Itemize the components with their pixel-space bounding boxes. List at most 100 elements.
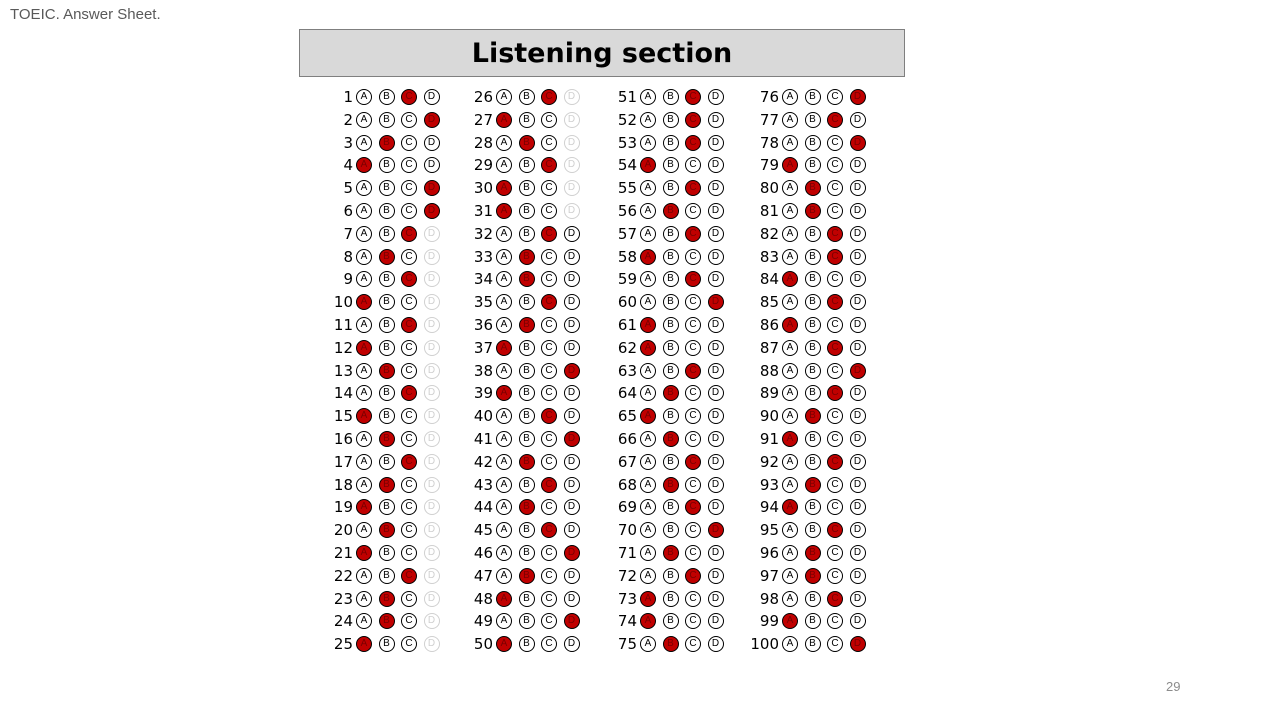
- option-bubble-d[interactable]: D: [707, 134, 724, 151]
- option-bubble-a[interactable]: A: [496, 157, 512, 174]
- option-bubble-a[interactable]: A: [782, 317, 798, 333]
- option-bubble-a[interactable]: A: [640, 134, 656, 151]
- option-bubble-c[interactable]: C: [827, 294, 843, 311]
- option-bubble-b[interactable]: B: [662, 385, 679, 402]
- option-bubble-a[interactable]: A: [782, 362, 798, 379]
- option-bubble-d[interactable]: D: [707, 248, 724, 265]
- option-bubble-d[interactable]: D: [563, 225, 580, 242]
- option-bubble-a[interactable]: A: [640, 545, 656, 561]
- option-bubble-b[interactable]: B: [804, 203, 821, 219]
- option-bubble-c[interactable]: C: [685, 385, 701, 402]
- option-bubble-d[interactable]: D: [707, 590, 724, 607]
- option-bubble-b[interactable]: B: [804, 385, 821, 402]
- option-bubble-d[interactable]: D: [423, 567, 440, 584]
- option-bubble-d[interactable]: D: [423, 431, 440, 447]
- option-bubble-d[interactable]: D: [707, 225, 724, 242]
- option-bubble-b[interactable]: B: [804, 157, 821, 174]
- option-bubble-a[interactable]: A: [782, 203, 798, 219]
- option-bubble-c[interactable]: C: [541, 89, 557, 105]
- option-bubble-a[interactable]: A: [496, 567, 512, 584]
- option-bubble-d[interactable]: D: [563, 157, 580, 174]
- option-bubble-b[interactable]: B: [804, 89, 821, 105]
- option-bubble-c[interactable]: C: [685, 134, 701, 151]
- option-bubble-b[interactable]: B: [518, 385, 535, 402]
- option-bubble-b[interactable]: B: [662, 294, 679, 311]
- option-bubble-d[interactable]: D: [707, 362, 724, 379]
- option-bubble-b[interactable]: B: [662, 339, 679, 356]
- option-bubble-b[interactable]: B: [518, 157, 535, 174]
- option-bubble-c[interactable]: C: [401, 248, 417, 265]
- option-bubble-b[interactable]: B: [518, 522, 535, 539]
- option-bubble-a[interactable]: A: [496, 134, 512, 151]
- option-bubble-b[interactable]: B: [804, 476, 821, 493]
- option-bubble-c[interactable]: C: [685, 522, 701, 539]
- option-bubble-b[interactable]: B: [378, 317, 395, 333]
- option-bubble-b[interactable]: B: [804, 317, 821, 333]
- option-bubble-a[interactable]: A: [782, 567, 798, 584]
- option-bubble-c[interactable]: C: [685, 339, 701, 356]
- option-bubble-c[interactable]: C: [401, 476, 417, 493]
- option-bubble-b[interactable]: B: [518, 317, 535, 333]
- option-bubble-a[interactable]: A: [782, 431, 798, 447]
- option-bubble-c[interactable]: C: [827, 476, 843, 493]
- option-bubble-a[interactable]: A: [356, 134, 372, 151]
- option-bubble-b[interactable]: B: [518, 453, 535, 470]
- option-bubble-b[interactable]: B: [662, 499, 679, 516]
- option-bubble-d[interactable]: D: [849, 567, 866, 584]
- option-bubble-a[interactable]: A: [356, 294, 372, 311]
- option-bubble-d[interactable]: D: [423, 317, 440, 333]
- option-bubble-a[interactable]: A: [356, 522, 372, 539]
- option-bubble-b[interactable]: B: [378, 271, 395, 288]
- option-bubble-d[interactable]: D: [849, 545, 866, 561]
- option-bubble-d[interactable]: D: [423, 613, 440, 630]
- option-bubble-a[interactable]: A: [782, 636, 798, 653]
- option-bubble-b[interactable]: B: [662, 431, 679, 447]
- option-bubble-a[interactable]: A: [640, 203, 656, 219]
- option-bubble-b[interactable]: B: [804, 408, 821, 425]
- option-bubble-b[interactable]: B: [518, 431, 535, 447]
- option-bubble-c[interactable]: C: [541, 385, 557, 402]
- option-bubble-d[interactable]: D: [563, 408, 580, 425]
- option-bubble-c[interactable]: C: [685, 294, 701, 311]
- option-bubble-c[interactable]: C: [827, 317, 843, 333]
- option-bubble-c[interactable]: C: [541, 271, 557, 288]
- option-bubble-c[interactable]: C: [401, 362, 417, 379]
- option-bubble-d[interactable]: D: [707, 385, 724, 402]
- option-bubble-d[interactable]: D: [423, 499, 440, 516]
- option-bubble-a[interactable]: A: [356, 636, 372, 653]
- option-bubble-b[interactable]: B: [662, 567, 679, 584]
- option-bubble-c[interactable]: C: [401, 522, 417, 539]
- option-bubble-d[interactable]: D: [423, 89, 440, 105]
- option-bubble-b[interactable]: B: [662, 522, 679, 539]
- option-bubble-a[interactable]: A: [356, 317, 372, 333]
- option-bubble-b[interactable]: B: [804, 499, 821, 516]
- option-bubble-b[interactable]: B: [662, 111, 679, 128]
- option-bubble-b[interactable]: B: [662, 157, 679, 174]
- option-bubble-b[interactable]: B: [662, 590, 679, 607]
- option-bubble-c[interactable]: C: [827, 590, 843, 607]
- option-bubble-a[interactable]: A: [496, 111, 512, 128]
- option-bubble-c[interactable]: C: [541, 476, 557, 493]
- option-bubble-a[interactable]: A: [782, 613, 798, 630]
- option-bubble-d[interactable]: D: [849, 476, 866, 493]
- option-bubble-d[interactable]: D: [707, 180, 724, 197]
- option-bubble-a[interactable]: A: [496, 385, 512, 402]
- option-bubble-a[interactable]: A: [496, 339, 512, 356]
- option-bubble-d[interactable]: D: [849, 453, 866, 470]
- option-bubble-d[interactable]: D: [563, 431, 580, 447]
- option-bubble-b[interactable]: B: [518, 545, 535, 561]
- option-bubble-b[interactable]: B: [378, 453, 395, 470]
- option-bubble-d[interactable]: D: [707, 567, 724, 584]
- option-bubble-b[interactable]: B: [804, 180, 821, 197]
- option-bubble-c[interactable]: C: [827, 362, 843, 379]
- option-bubble-d[interactable]: D: [563, 248, 580, 265]
- option-bubble-a[interactable]: A: [496, 248, 512, 265]
- option-bubble-a[interactable]: A: [496, 522, 512, 539]
- option-bubble-d[interactable]: D: [707, 522, 724, 539]
- option-bubble-a[interactable]: A: [496, 431, 512, 447]
- option-bubble-c[interactable]: C: [685, 225, 701, 242]
- option-bubble-d[interactable]: D: [423, 134, 440, 151]
- option-bubble-d[interactable]: D: [423, 522, 440, 539]
- option-bubble-a[interactable]: A: [496, 294, 512, 311]
- option-bubble-c[interactable]: C: [541, 613, 557, 630]
